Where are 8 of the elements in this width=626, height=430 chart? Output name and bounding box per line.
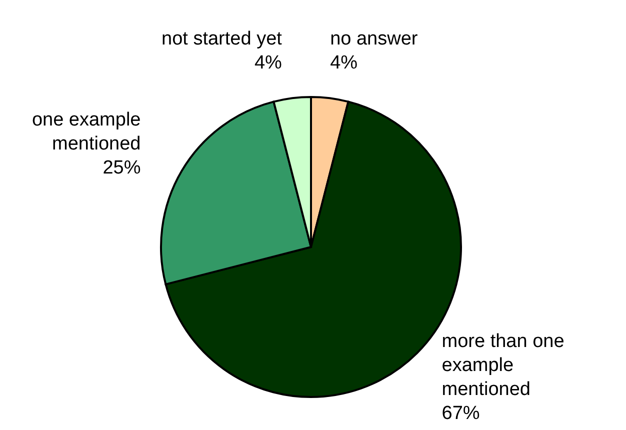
slice-label: one example mentioned xyxy=(32,109,141,154)
data-label: 25% xyxy=(102,157,141,178)
data-label: 4% xyxy=(330,52,358,74)
slice-label: no answer xyxy=(330,28,418,50)
data-label: 4% xyxy=(254,52,282,74)
slice-label: more than one example mentioned xyxy=(442,330,564,400)
slice-label: not started yet xyxy=(162,28,283,50)
data-label: 67% xyxy=(442,402,480,424)
